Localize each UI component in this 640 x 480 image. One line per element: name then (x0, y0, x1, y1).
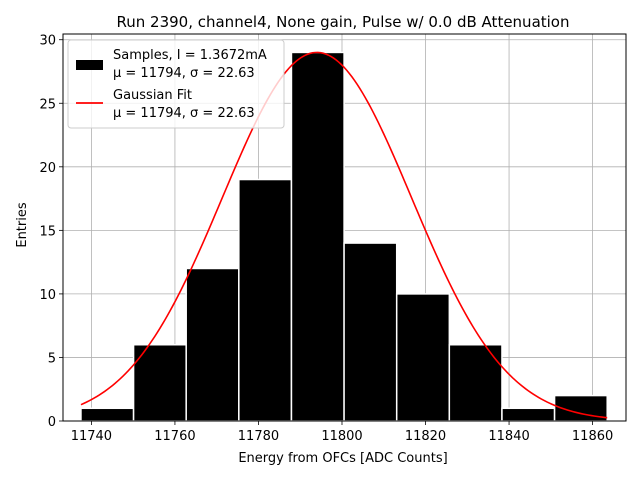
chart-title: Run 2390, channel4, None gain, Pulse w/ … (117, 13, 570, 31)
x-tick-label: 11840 (488, 429, 529, 444)
legend-samples-label: Samples, I = 1.3672mA (113, 48, 267, 63)
y-tick-label: 10 (39, 288, 56, 303)
y-tick-label: 30 (39, 34, 56, 49)
legend-samples-stats: μ = 11794, σ = 22.63 (113, 66, 255, 81)
legend-fit-stats: μ = 11794, σ = 22.63 (113, 106, 255, 121)
x-tick-label: 11780 (238, 429, 279, 444)
histogram-bar (132, 343, 187, 422)
legend-box (67, 39, 285, 129)
y-axis-title: Entries (15, 202, 30, 248)
histogram-bar (238, 178, 293, 422)
x-tick-label: 11740 (71, 429, 112, 444)
legend-fit-label: Gaussian Fit (113, 88, 192, 103)
histogram-bar (343, 242, 398, 422)
histogram-bar (80, 407, 135, 422)
histogram-bar (290, 51, 345, 422)
x-tick-label: 11800 (321, 429, 362, 444)
x-axis-title: Energy from OFCs [ADC Counts] (238, 451, 447, 466)
histogram-bar (501, 407, 556, 422)
histogram-bar (395, 293, 451, 422)
x-axis-ticks: 11740 11760 11780 11800 11820 11840 11860 (71, 421, 613, 444)
gaussian-fit-curve (80, 51, 608, 419)
x-tick-label: 11820 (405, 429, 446, 444)
y-tick-label: 0 (48, 415, 56, 430)
y-tick-label: 15 (39, 224, 56, 239)
x-tick-label: 11860 (572, 429, 613, 444)
y-tick-label: 5 (48, 351, 56, 366)
legend-samples-swatch (76, 60, 103, 70)
x-tick-label: 11760 (154, 429, 195, 444)
y-tick-label: 25 (39, 97, 56, 112)
histogram-bars (80, 51, 608, 422)
y-axis-ticks: 0 5 10 15 20 25 30 (39, 34, 63, 430)
y-tick-label: 20 (39, 161, 56, 176)
plot-frame (62, 33, 627, 422)
histogram-bar (185, 267, 240, 422)
legend: Samples, I = 1.3672mA μ = 11794, σ = 22.… (67, 39, 285, 129)
